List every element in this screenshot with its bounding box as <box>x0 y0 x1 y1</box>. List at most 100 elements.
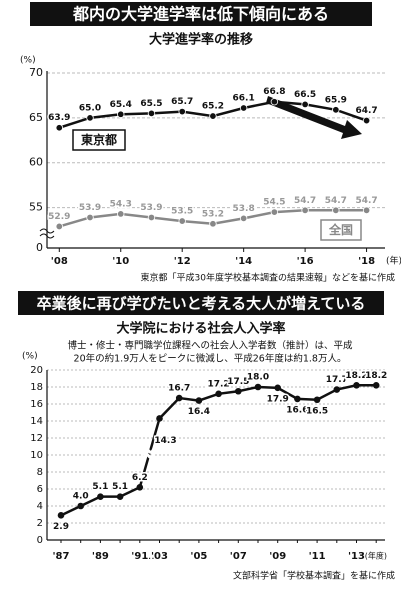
point <box>270 208 279 216</box>
point <box>116 493 124 500</box>
point <box>136 484 144 491</box>
data-label: 54.7 <box>325 196 347 206</box>
data-label: 4.0 <box>73 492 89 502</box>
point <box>156 415 163 422</box>
chart-title: 大学進学率の推移 <box>149 32 253 48</box>
point <box>117 210 125 218</box>
data-label: 65.2 <box>202 102 224 112</box>
data-label: 53.9 <box>79 203 101 213</box>
data-label: 65.5 <box>140 99 162 109</box>
data-label: 66.5 <box>294 90 316 100</box>
source: 東京都「平成30年度学校基本調査の結果速報」などを基に作成 <box>141 272 395 284</box>
x-tick-label: '91 <box>131 551 148 562</box>
point <box>270 98 279 106</box>
banner: 都内の大学進学率は低下傾向にある <box>72 5 329 24</box>
data-label: 16.4 <box>188 407 210 417</box>
y-unit: (%) <box>22 352 38 362</box>
y-tick-label: 4 <box>37 501 43 512</box>
axis-break <box>39 228 55 239</box>
point <box>55 222 63 231</box>
data-label: 66.1 <box>233 94 255 104</box>
point <box>55 124 63 132</box>
x-tick-label: '08 <box>51 256 68 267</box>
x-tick-label: '10 <box>112 256 129 267</box>
x-tick-label: '13 <box>348 551 365 562</box>
data-label: 65.7 <box>171 97 193 107</box>
legend-label: 東京都 <box>81 132 117 147</box>
chart-top: 大学進学率の推移 (%) 55 60 65 70 0 '08 '10 '12 '14 '16 '18 (年… <box>20 32 401 284</box>
subtitle: 博士・修士・専門職学位課程への社会人入学者数（推計）は、平成 <box>67 340 353 352</box>
x-tick-label: '09 <box>269 551 286 562</box>
data-label: 5.1 <box>112 482 128 492</box>
y-tick-label: 60 <box>29 156 43 169</box>
x-tick-label: '89 <box>92 551 109 562</box>
data-label: 54.7 <box>355 196 377 206</box>
source: 文部科学省「学校基本調査」を基に作成 <box>233 570 395 582</box>
x-tick-label: '14 <box>235 256 252 267</box>
y-tick-label: 16 <box>30 399 43 410</box>
x-tick-label: '12 <box>174 256 191 267</box>
x-unit: (年) <box>386 255 401 267</box>
y-tick-label: 10 <box>30 450 43 461</box>
point <box>147 213 156 222</box>
data-label: 66.8 <box>263 87 285 97</box>
data-label: 14.3 <box>154 436 176 446</box>
data-label: 65.4 <box>110 100 132 110</box>
data-label: 16.7 <box>168 384 190 394</box>
data-label: 6.2 <box>132 473 148 483</box>
y-tick-label: 65 <box>29 111 43 124</box>
point <box>254 383 262 391</box>
legend-box <box>72 129 126 151</box>
chart-title: 大学院における社会人入学率 <box>116 321 285 337</box>
chart-bottom: 大学院における社会人入学率博士・修士・専門職学位課程への社会人入学者数（推計）は… <box>22 321 395 582</box>
point <box>301 206 309 215</box>
y-tick-label: 70 <box>29 66 43 79</box>
legend-label: 全国 <box>328 222 353 237</box>
x-tick-label: '07 <box>230 551 247 562</box>
data-label: 65.0 <box>79 103 101 113</box>
data-label: 53.9 <box>140 203 162 213</box>
data-label: 53.2 <box>202 209 224 219</box>
data-label: 17.9 <box>267 394 289 404</box>
point <box>353 382 360 389</box>
x-tick-label: '16 <box>297 256 314 267</box>
x-tick-label: '18 <box>358 256 375 267</box>
point <box>147 109 156 118</box>
point <box>117 110 125 118</box>
legend-box <box>320 219 362 241</box>
point <box>362 116 371 125</box>
point <box>274 384 282 392</box>
y-tick-label: 6 <box>37 484 43 495</box>
x-tick-label: '87 <box>53 551 70 562</box>
y-tick-label: 0 <box>37 535 43 546</box>
data-label: 54.7 <box>294 196 316 206</box>
data-label: 64.7 <box>355 106 377 116</box>
point <box>313 396 321 404</box>
point <box>175 394 183 402</box>
data-label: 2.9 <box>53 522 69 532</box>
data-label: 16.5 <box>306 406 328 416</box>
data-label: 16.6 <box>286 405 308 415</box>
data-label: 54.5 <box>263 198 285 208</box>
line-break <box>141 446 157 461</box>
data-label: 18.2 <box>365 371 387 381</box>
data-label: 53.5 <box>171 207 193 217</box>
point <box>294 395 301 403</box>
data-label: 52.9 <box>48 212 70 222</box>
data-label: 17.5 <box>227 377 249 387</box>
y-tick-label: 20 <box>30 365 43 376</box>
subtitle: 20年の約1.9万人をピークに微減し、平成26年度は約1.8万人。 <box>74 353 347 365</box>
point <box>178 217 186 225</box>
data-label: 18.0 <box>247 373 269 383</box>
y-unit: (%) <box>20 56 36 66</box>
data-label: 53.8 <box>233 204 255 214</box>
y-tick-label: 18 <box>30 382 43 393</box>
banner-box <box>18 291 384 315</box>
point <box>332 106 340 114</box>
data-label: 63.9 <box>48 113 70 123</box>
point <box>86 114 94 122</box>
point <box>209 112 217 120</box>
point <box>301 100 309 109</box>
data-label: 18.2 <box>345 371 367 381</box>
point <box>333 386 341 393</box>
